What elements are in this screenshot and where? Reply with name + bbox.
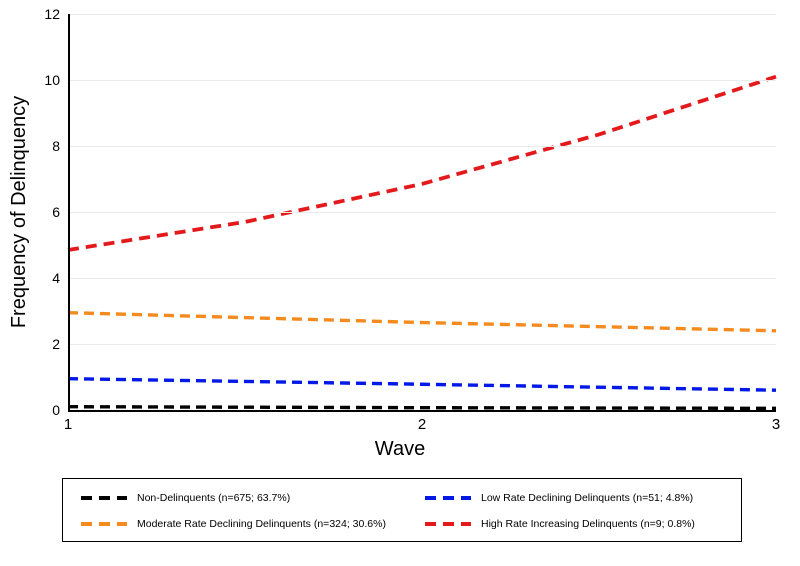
y-tick-label: 6 [32, 204, 60, 220]
legend-item-low_rate_declining: Low Rate Declining Delinquents (n=51; 4.… [425, 491, 693, 505]
y-tick-label: 4 [32, 270, 60, 286]
legend-swatch [81, 517, 127, 531]
grid-line [68, 146, 776, 147]
series-high_rate_increasing [68, 77, 776, 250]
grid-line [68, 344, 776, 345]
x-tick-label: 1 [64, 416, 72, 433]
x-axis-title: Wave [375, 438, 425, 461]
legend-swatch [425, 491, 471, 505]
grid-line [68, 278, 776, 279]
y-tick-label: 0 [32, 402, 60, 418]
y-tick-label: 8 [32, 138, 60, 154]
legend-label: Moderate Rate Declining Delinquents (n=3… [137, 518, 386, 530]
grid-line [68, 14, 776, 15]
x-tick-label: 2 [418, 416, 426, 433]
y-tick-label: 2 [32, 336, 60, 352]
legend: Non-Delinquents (n=675; 63.7%) Low Rate D… [62, 478, 742, 542]
x-axis-line [68, 410, 776, 412]
legend-label: Low Rate Declining Delinquents (n=51; 4.… [481, 492, 693, 504]
legend-swatch [81, 491, 127, 505]
legend-label: High Rate Increasing Delinquents (n=9; 0… [481, 518, 695, 530]
y-tick-label: 10 [32, 72, 60, 88]
legend-item-moderate_rate_declining: Moderate Rate Declining Delinquents (n=3… [81, 517, 386, 531]
y-axis-line [68, 14, 70, 410]
y-tick-label: 12 [32, 6, 60, 22]
x-tick-label: 3 [772, 416, 780, 433]
series-non_delinquents [68, 407, 776, 409]
legend-swatch [425, 517, 471, 531]
y-axis-title: Frequency of Delinquency [8, 96, 31, 328]
plot-area [68, 14, 776, 410]
legend-item-high_rate_increasing: High Rate Increasing Delinquents (n=9; 0… [425, 517, 695, 531]
grid-line [68, 80, 776, 81]
grid-line [68, 212, 776, 213]
legend-item-non_delinquents: Non-Delinquents (n=675; 63.7%) [81, 491, 290, 505]
series-low_rate_declining [68, 379, 776, 391]
legend-label: Non-Delinquents (n=675; 63.7%) [137, 492, 290, 504]
series-moderate_rate_declining [68, 313, 776, 331]
